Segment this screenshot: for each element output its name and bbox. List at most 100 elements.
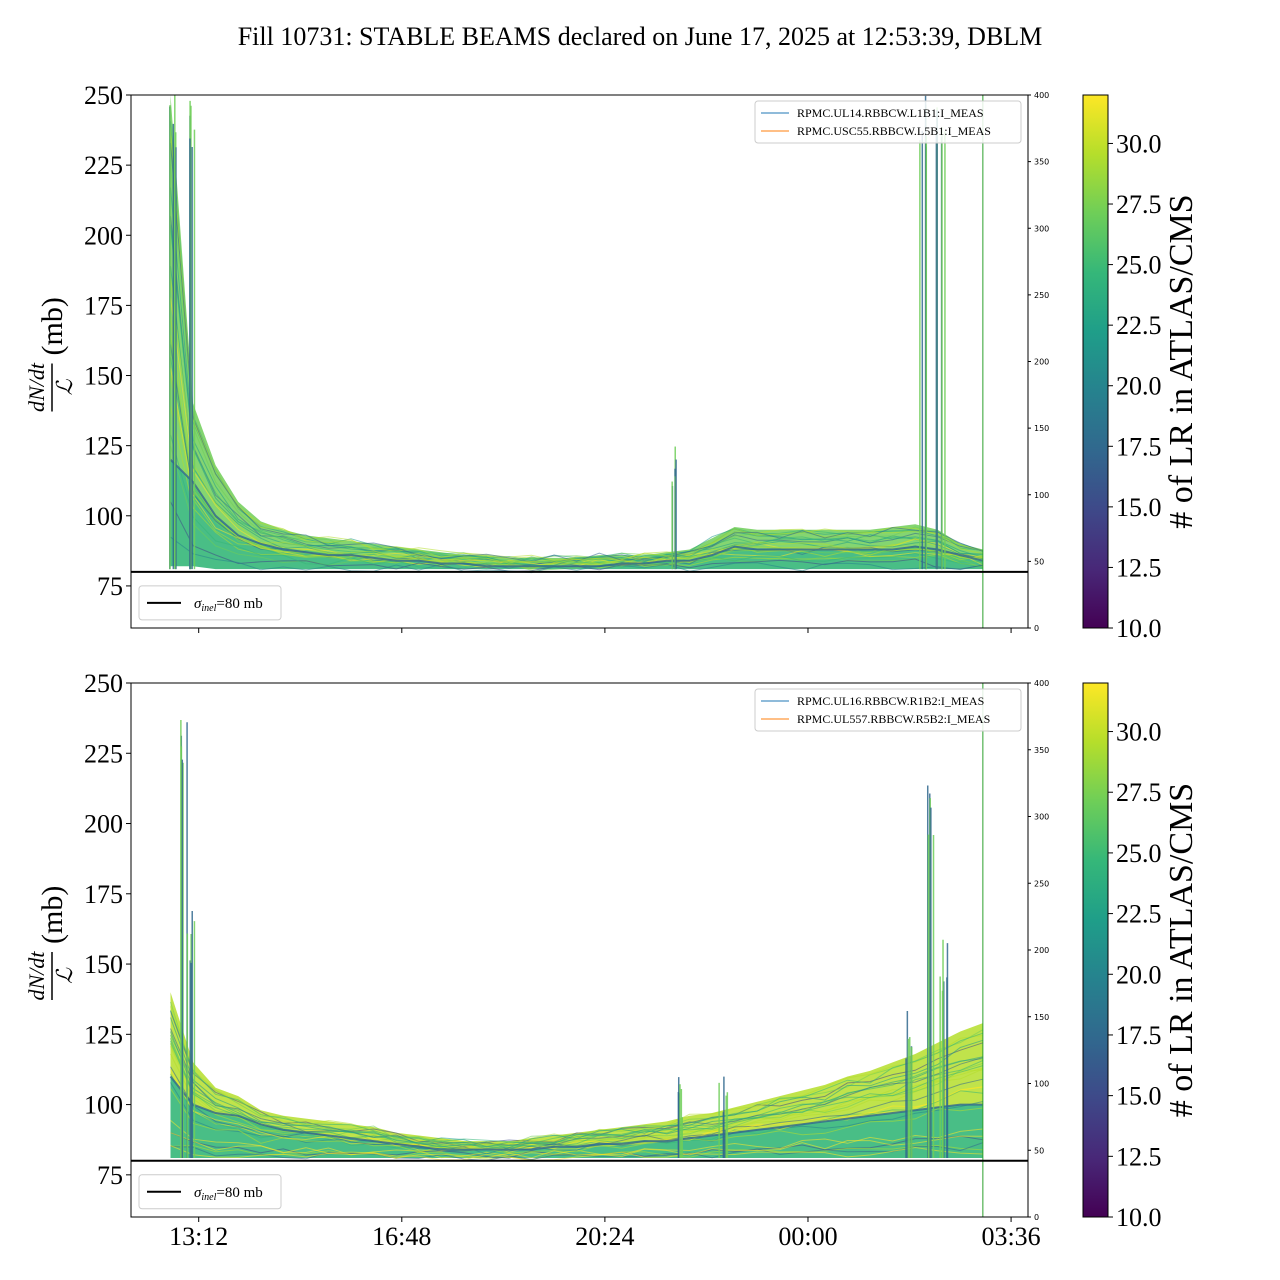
colorbar-label: # of LR in ATLAS/CMS <box>1163 783 1200 1117</box>
ytick-label: 175 <box>84 291 123 320</box>
y-axis-label: dN/dt ℒ (mb) <box>24 297 77 412</box>
legend-reference: σinel=80 mb <box>138 585 282 621</box>
colorbar-tick-label: 25.0 <box>1116 839 1162 868</box>
ylabel-unit: (mb) <box>36 297 69 355</box>
legend-entry-reference: σinel=80 mb <box>194 1185 263 1203</box>
ytick-label: 150 <box>84 362 123 391</box>
y2tick-label: 150 <box>1034 1013 1049 1022</box>
median-trace <box>169 1075 983 1151</box>
y2tick-label: 250 <box>1034 291 1049 300</box>
band-lower-area <box>170 1076 983 1158</box>
ytick-label: 250 <box>84 81 123 110</box>
legend-series: RPMC.UL14.RBBCW.L1B1:I_MEAS RPMC.USC55.RB… <box>754 100 1022 144</box>
ytick-label: 225 <box>84 151 123 180</box>
colorbar-tick-label: 12.5 <box>1116 553 1162 582</box>
y2tick-label: 150 <box>1034 424 1049 433</box>
series-trace <box>170 1017 984 1149</box>
ytick-label: 200 <box>84 221 123 250</box>
xtick-label: 13:12 <box>169 1222 228 1251</box>
ylabel-denominator: ℒ <box>52 967 77 984</box>
xtick-label: 00:00 <box>778 1222 837 1251</box>
y2tick-label: 400 <box>1034 91 1049 100</box>
series-trace <box>170 1132 983 1159</box>
series-trace <box>170 1011 984 1148</box>
y2tick-label: 0 <box>1034 1213 1039 1222</box>
xtick-label: 03:36 <box>981 1222 1040 1251</box>
y2tick-label: 50 <box>1034 557 1044 566</box>
series-trace <box>170 1069 983 1152</box>
legend-entry: RPMC.USC55.RBBCW.L5B1:I_MEAS <box>797 124 991 138</box>
y2tick-label: 50 <box>1034 1146 1044 1155</box>
series-trace <box>170 1010 984 1145</box>
series-trace <box>170 1073 983 1152</box>
xtick-label: 20:24 <box>575 1222 634 1251</box>
legend-entry-reference: σinel=80 mb <box>194 596 263 614</box>
y2tick-label: 100 <box>1034 1080 1049 1089</box>
y-axis-label: dN/dt ℒ (mb) <box>24 886 77 1001</box>
legend-box <box>138 1174 282 1210</box>
ylabel-unit: (mb) <box>36 886 69 944</box>
legend-subscript: inel <box>201 1192 216 1203</box>
y2tick-label: 200 <box>1034 946 1049 955</box>
series-trace <box>170 536 984 574</box>
ylabel-numerator: dN/dt <box>24 951 49 1001</box>
y2tick-label: 350 <box>1034 158 1049 167</box>
colorbar-tick-label: 30.0 <box>1116 129 1162 158</box>
series-trace <box>170 139 983 564</box>
legend-reference: σinel=80 mb <box>138 1174 282 1210</box>
legend-series: RPMC.UL16.RBBCW.R1B2:I_MEAS RPMC.UL557.RB… <box>754 688 1022 732</box>
colorbar-tick-label: 10.0 <box>1116 1203 1162 1232</box>
ytick-label: 250 <box>84 669 123 698</box>
ytick-label: 150 <box>84 950 123 979</box>
colorbar-gradient <box>1082 94 1109 629</box>
ylabel-denominator: ℒ <box>52 378 77 395</box>
ytick-label: 125 <box>84 432 123 461</box>
ytick-label: 225 <box>84 739 123 768</box>
series-trace <box>170 1038 984 1150</box>
colorbar-label: # of LR in ATLAS/CMS <box>1163 194 1200 528</box>
ytick-label: 175 <box>84 880 123 909</box>
data-layer <box>169 683 984 1217</box>
series-trace <box>170 1073 983 1153</box>
ytick-label: 100 <box>84 502 123 531</box>
ytick-label: 200 <box>84 810 123 839</box>
colorbar-tick-label: 20.0 <box>1116 960 1162 989</box>
legend-box <box>754 100 1022 144</box>
colorbar-tick-label: 25.0 <box>1116 251 1162 280</box>
ytick-label: 75 <box>97 1161 123 1190</box>
colorbar-tick-label: 17.5 <box>1116 432 1162 461</box>
series-trace <box>170 1088 983 1154</box>
colorbar-tick-label: 17.5 <box>1116 1021 1162 1050</box>
band-upper-area <box>170 992 983 1150</box>
colorbar-tick-label: 15.0 <box>1116 1082 1162 1111</box>
series-trace <box>170 1145 983 1162</box>
band-lower-area <box>170 459 983 570</box>
xtick-label: 16:48 <box>372 1222 431 1251</box>
legend-entry: RPMC.UL14.RBBCW.L1B1:I_MEAS <box>797 106 984 120</box>
ytick-label: 125 <box>84 1020 123 1049</box>
series-trace <box>170 434 983 570</box>
y2tick-label: 250 <box>1034 879 1049 888</box>
colorbar-tick-label: 22.5 <box>1116 311 1162 340</box>
y2tick-label: 100 <box>1034 491 1049 500</box>
panel-top: 250 225 200 175 150 125 100 75 400 350 300 250 200 15… <box>24 81 1049 633</box>
figure-title: Fill 10731: STABLE BEAMS declared on Jun… <box>238 22 1043 51</box>
colorbar-tick-label: 22.5 <box>1116 900 1162 929</box>
ytick-label: 100 <box>84 1091 123 1120</box>
legend-sigma: σ <box>194 1185 202 1201</box>
series-trace <box>170 266 983 567</box>
colorbar-tick-label: 30.0 <box>1116 718 1162 747</box>
colorbar-tick-label: 10.0 <box>1116 614 1162 643</box>
legend-entry: RPMC.UL557.RBBCW.R5B2:I_MEAS <box>797 712 990 726</box>
y2tick-label: 350 <box>1034 746 1049 755</box>
legend-subscript: inel <box>201 603 216 614</box>
legend-value: =80 mb <box>216 1185 262 1201</box>
series-trace <box>170 143 984 563</box>
colorbar-top: 30.0 27.5 25.0 22.5 20.0 17.5 15.0 12.5 10.0 # of… <box>1082 94 1200 643</box>
colorbar-gradient <box>1082 682 1109 1218</box>
colorbar-tick-label: 20.0 <box>1116 372 1162 401</box>
colorbar-tick-label: 12.5 <box>1116 1142 1162 1171</box>
legend-box <box>754 688 1022 732</box>
legend-entry: RPMC.UL16.RBBCW.R1B2:I_MEAS <box>797 694 984 708</box>
y2tick-label: 300 <box>1034 224 1049 233</box>
